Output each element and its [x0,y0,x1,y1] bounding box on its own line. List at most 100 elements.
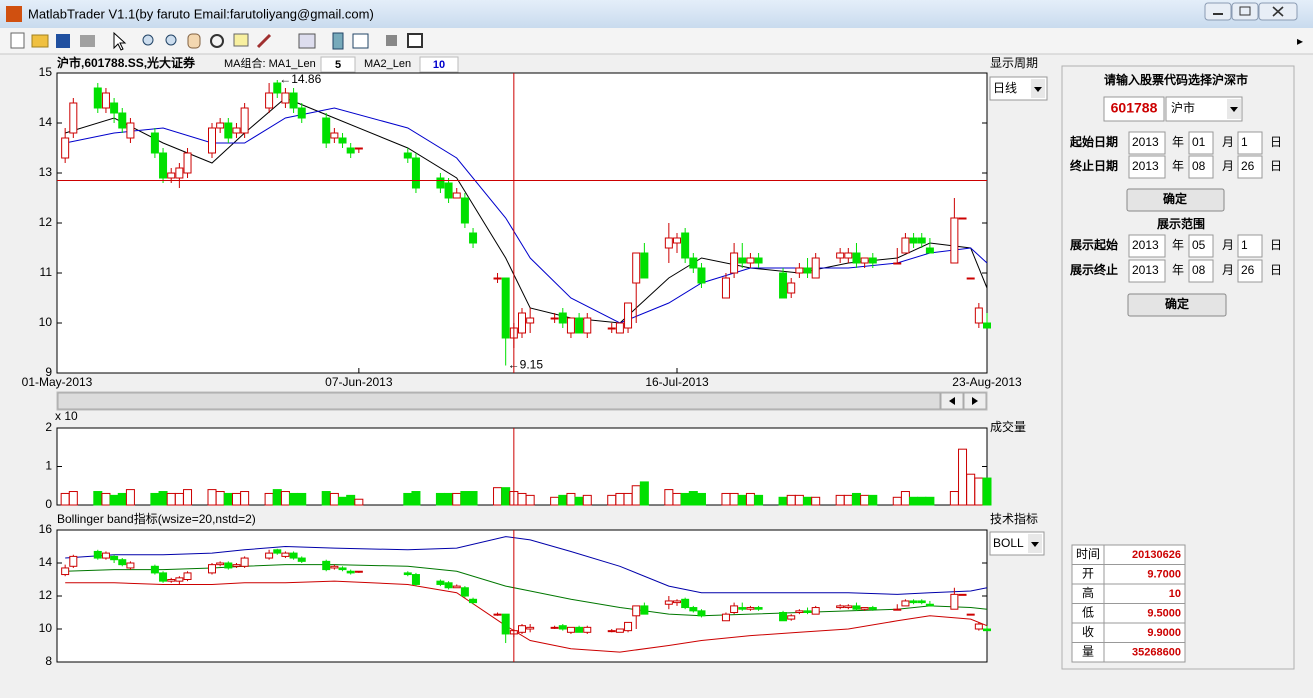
volume-bar [223,492,233,506]
candle-body [338,137,347,144]
candle-body [265,92,274,109]
candle-body [746,257,755,264]
candle-body [159,152,168,179]
date-input[interactable] [1128,259,1166,283]
date-input[interactable] [1188,234,1214,258]
minimize-button[interactable] [1204,2,1232,21]
candle-body [330,565,339,569]
hide-icon[interactable] [386,35,397,46]
annotation: ←9.15 [508,358,544,372]
date-input[interactable] [1188,259,1214,283]
candle-body [411,574,420,585]
toolbar-arrow[interactable]: ▸ [1297,34,1303,48]
volume-bar [737,494,747,506]
volume-bar [974,477,984,506]
candle-body [583,626,592,633]
ma2-label: MA2_Len [364,58,411,70]
save-icon[interactable] [56,34,70,48]
volume-bar [346,494,356,506]
ma2-input[interactable] [419,56,459,73]
candle-body [795,610,804,613]
x-tick-label: 07-Jun-2013 [325,375,393,389]
date-value: 2013 [1132,159,1159,173]
candle-body [224,122,233,139]
toolbar-icons [10,31,423,51]
date-input[interactable] [1188,131,1214,155]
show-icon[interactable] [407,33,423,48]
confirm-button[interactable] [1127,293,1227,317]
volume-bar [468,491,478,506]
date-value: 1 [1241,135,1248,149]
link-icon[interactable] [298,33,316,49]
date-unit: 月 [1222,263,1234,277]
maximize-button[interactable] [1231,2,1259,21]
open-icon[interactable] [31,34,49,48]
date-input[interactable] [1128,155,1166,179]
brush-icon[interactable] [256,33,272,49]
candle-body [93,87,102,109]
candle-body [640,605,649,615]
pointer-icon[interactable] [113,31,127,51]
candle-body [673,600,681,604]
volume-bar [786,494,796,506]
candle-body [101,92,110,109]
colorbar-icon[interactable] [332,32,344,50]
y-tick-label: 15 [39,65,53,79]
volume-bar [452,492,462,506]
volume-bar [403,492,413,506]
candle-body [501,277,510,339]
candle-body [265,552,274,559]
candle-body [795,267,804,274]
scroll-thumb[interactable] [57,392,941,410]
date-input[interactable] [1237,155,1263,179]
date-input[interactable] [1128,131,1166,155]
new-icon[interactable] [10,32,25,49]
close-glyph [1272,6,1284,17]
panel-prompt: 请输入股票代码选择沪深市 [1104,72,1248,87]
candle-body [493,277,502,280]
date-label: 终止日期 [1070,158,1118,173]
date-input[interactable] [1237,259,1263,283]
date-input[interactable] [1237,234,1263,258]
y-tick-label: 2 [45,420,52,434]
confirm-button[interactable] [1126,188,1225,212]
candle-body [836,252,845,259]
candle-body [518,312,526,334]
candle-body [126,122,135,139]
candle-body [803,267,812,274]
volume-bar [680,492,690,506]
rotate-icon[interactable] [210,34,224,48]
table-value: 35268600 [1132,646,1181,658]
print-icon[interactable] [80,35,95,47]
date-input[interactable] [1128,234,1166,258]
volume-bar [721,492,731,506]
table-value: 10 [1169,588,1181,600]
series-line [65,536,988,595]
volume-bar [982,477,992,506]
pan-icon[interactable] [187,33,201,49]
candle-body [469,598,478,604]
zoom-in-icon[interactable] [142,34,154,46]
candle-body [452,585,461,589]
maximize-glyph [1239,6,1251,16]
date-input[interactable] [1237,131,1263,155]
candle-body [150,565,159,574]
candle-body [673,237,681,244]
candle-body [411,157,420,189]
date-value: 1 [1241,238,1248,252]
legend-icon[interactable] [352,33,369,49]
candle-body [208,564,216,574]
code-input[interactable] [1103,96,1165,122]
zoom-out-icon[interactable] [165,34,177,46]
volume-bar [664,489,674,506]
y-tick-label: 14 [39,555,53,569]
ma1-input[interactable] [320,56,356,73]
date-label: 展示终止 [1070,262,1118,277]
date-input[interactable] [1188,155,1214,179]
volume-bar [525,494,535,506]
candle-body [640,252,649,279]
info-table: 时间 20130626 开 9.7000 高 10 低 9.5000 收 9.9000 量 35268… [1071,544,1186,663]
date-unit: 日 [1270,159,1282,173]
datatip-icon[interactable] [233,33,249,47]
